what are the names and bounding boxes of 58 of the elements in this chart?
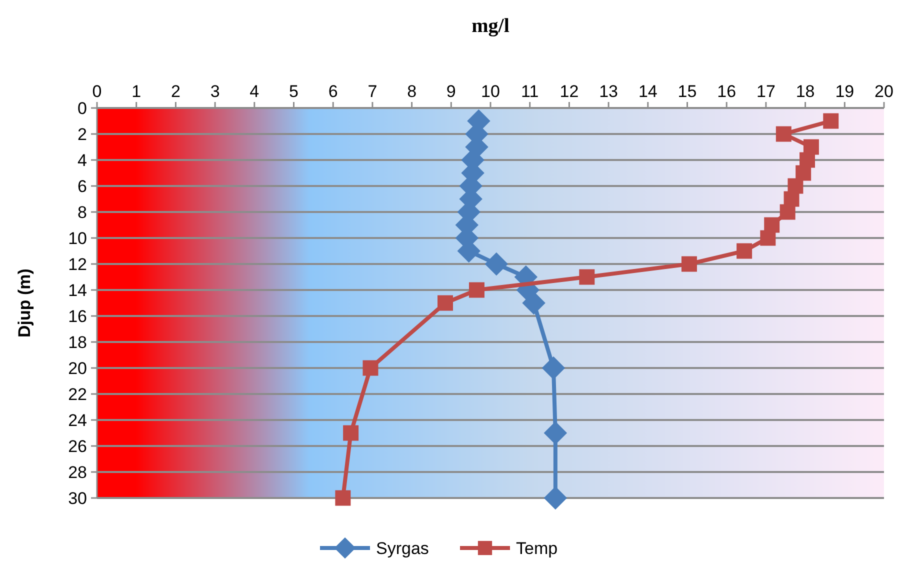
x-tick-label: 10 [481, 82, 500, 101]
y-tick-label: 16 [68, 306, 87, 326]
x-tick-label: 5 [289, 82, 298, 101]
x-tick-label: 9 [446, 82, 456, 101]
x-tick-label: 19 [835, 82, 854, 101]
point [362, 360, 378, 376]
x-tick-label: 15 [678, 82, 697, 101]
point [823, 113, 839, 129]
y-tick-label: 6 [78, 176, 87, 196]
y-tick-label: 2 [78, 124, 87, 144]
x-tick-label: 4 [250, 82, 260, 101]
legend-label: Temp [516, 538, 558, 558]
y-tick-label: 28 [68, 462, 87, 482]
y-tick-label: 4 [78, 150, 87, 170]
point [736, 243, 752, 259]
x-tick-label: 2 [170, 82, 180, 101]
y-tick-label: 26 [68, 436, 87, 456]
y-tick-label: 22 [68, 384, 87, 404]
point [579, 269, 595, 285]
point [544, 421, 568, 445]
x-tick-label: 20 [874, 82, 894, 101]
x-tick-label: 0 [92, 82, 102, 101]
point [468, 282, 484, 298]
point [780, 204, 796, 220]
y-tick-label: 30 [68, 488, 87, 508]
y-tick-label: 24 [68, 410, 87, 430]
point [681, 256, 697, 272]
x-tick-label: 1 [132, 82, 142, 101]
y-tick-label: 18 [68, 332, 87, 352]
legend-label: Syrgas [376, 538, 429, 558]
x-tick-label: 14 [638, 82, 658, 101]
point [544, 486, 568, 510]
point [343, 425, 359, 441]
x-tick-label: 17 [756, 82, 776, 101]
y-tick-label: 0 [78, 98, 87, 118]
x-tick-label: 13 [599, 82, 618, 101]
x-axis-title: mg/l [472, 15, 510, 37]
x-tick-label: 18 [796, 82, 815, 101]
point [438, 295, 453, 311]
point [335, 490, 351, 506]
point [484, 252, 508, 276]
x-tick-label: 12 [560, 82, 579, 101]
y-tick-label: 12 [68, 254, 87, 274]
point [760, 230, 776, 246]
point [776, 126, 792, 142]
x-tick-label: 3 [210, 82, 220, 101]
point [542, 356, 566, 380]
y-tick-label: 20 [68, 358, 87, 378]
y-tick-label: 14 [68, 280, 87, 300]
y-tick-label: 8 [78, 202, 87, 222]
x-tick-label: 6 [328, 82, 338, 101]
point [796, 165, 812, 181]
y-axis-title: Djup (m) [15, 268, 34, 338]
x-tick-label: 8 [407, 82, 417, 101]
x-tick-label: 16 [717, 82, 736, 101]
x-tick-label: 11 [521, 82, 539, 101]
x-tick-label: 7 [368, 82, 378, 101]
y-tick-label: 10 [68, 228, 87, 248]
